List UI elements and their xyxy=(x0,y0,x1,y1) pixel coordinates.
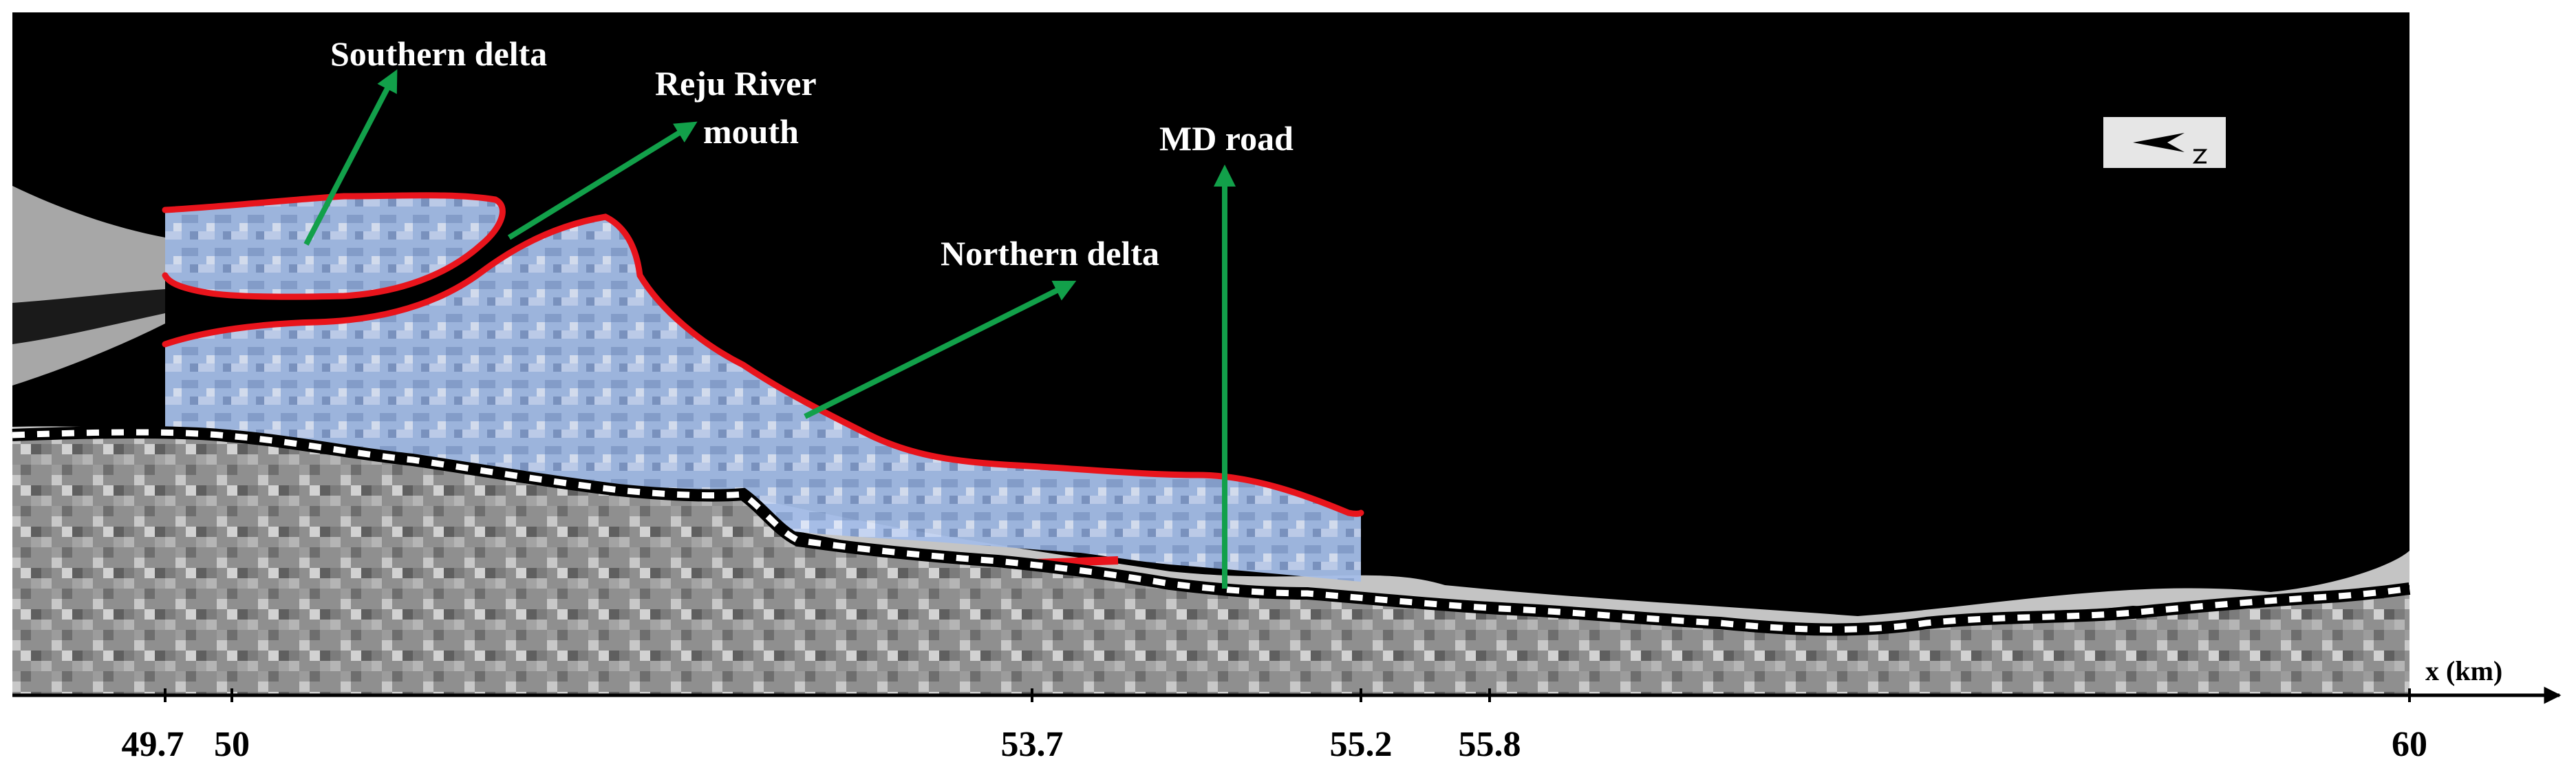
tick-label-50: 50 xyxy=(214,725,250,764)
north-arrow-icon xyxy=(2133,133,2185,152)
label-northern-delta: Northern delta xyxy=(941,234,1159,273)
label-reju-line2: mouth xyxy=(703,112,799,151)
label-md-road: MD road xyxy=(1159,119,1294,158)
north-letter-icon xyxy=(2192,149,2208,164)
map-panel: Southern delta Reju River mouth MD road … xyxy=(12,12,2411,694)
tick-label-49-7: 49.7 xyxy=(122,725,184,764)
tick-label-60: 60 xyxy=(2392,725,2427,764)
southern-delta-pointer xyxy=(303,69,398,246)
northern-delta-fill xyxy=(165,217,1361,582)
southern-delta xyxy=(162,192,506,300)
x-axis-label: x (km) xyxy=(2425,655,2502,686)
md-road-dashes xyxy=(12,429,2410,633)
tick-label-55-8: 55.8 xyxy=(1459,725,1521,764)
northern-delta xyxy=(162,213,1364,582)
tick-label-55-2: 55.2 xyxy=(1330,725,1393,764)
label-southern-delta: Southern delta xyxy=(330,34,547,73)
north-arrow-box xyxy=(2103,117,2226,168)
northern-delta-pointer xyxy=(804,280,1077,419)
label-reju-line1: Reju River xyxy=(655,64,817,103)
tick-label-53-7: 53.7 xyxy=(1001,725,1064,764)
reju-mouth-pointer xyxy=(507,121,698,240)
pointer-arrows xyxy=(303,69,1236,589)
river-dark-band xyxy=(12,289,165,344)
land-area xyxy=(12,432,2409,694)
northern-delta-outline xyxy=(162,213,1364,517)
southern-delta-fill xyxy=(165,195,503,297)
x-axis: 49.7 50 53.7 55.2 55.8 60 x (km) xyxy=(12,655,2562,764)
southern-delta-outline xyxy=(162,192,506,300)
